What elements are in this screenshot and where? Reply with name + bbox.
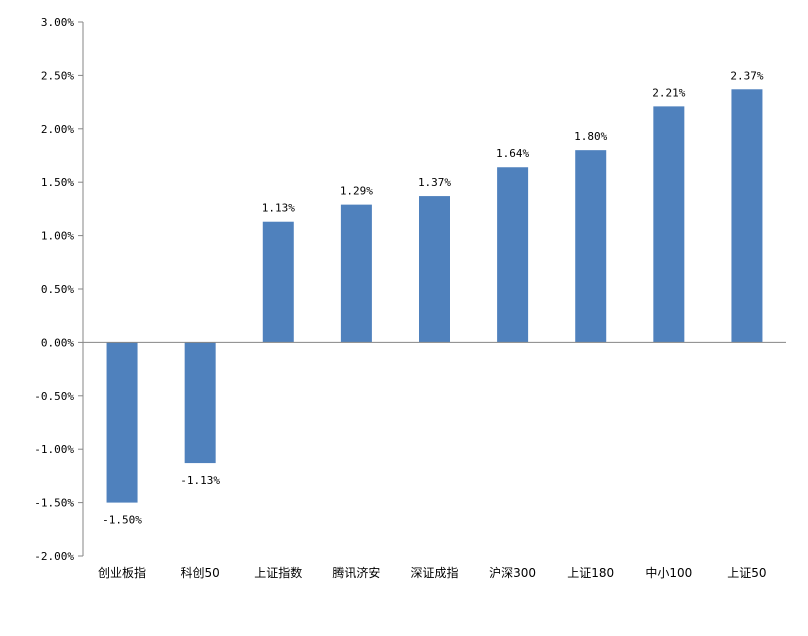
category-label: 上证50 — [727, 566, 766, 580]
data-label: 1.37% — [418, 176, 451, 189]
bar — [106, 342, 138, 503]
y-tick-label: 2.00% — [41, 123, 74, 136]
data-label: 1.29% — [340, 185, 373, 198]
category-label: 腾讯济安 — [332, 565, 380, 580]
bars — [106, 89, 763, 503]
bar — [653, 106, 685, 343]
category-label: 中小100 — [645, 565, 692, 580]
data-label: 1.80% — [574, 130, 607, 143]
y-tick-label: 0.50% — [41, 283, 74, 296]
data-label: 2.37% — [730, 69, 763, 82]
y-tick-label: -1.00% — [34, 443, 74, 456]
data-label: -1.50% — [102, 514, 142, 527]
category-label: 创业板指 — [98, 565, 146, 580]
category-label: 深证成指 — [410, 565, 458, 580]
category-label: 上证180 — [567, 566, 614, 580]
category-labels: 创业板指 科创50 上证指数 腾讯济安 深证成指 沪深300 上证180 中小100 上证50 — [98, 565, 767, 580]
y-tick-label: 2.50% — [41, 69, 74, 82]
category-label: 沪深300 — [489, 566, 536, 580]
bar — [340, 204, 372, 343]
bar — [575, 150, 607, 343]
data-label: 2.21% — [652, 86, 685, 99]
y-tick-label: 1.50% — [41, 176, 74, 189]
bar — [497, 167, 529, 343]
bar — [184, 342, 216, 464]
y-tick-label: -0.50% — [34, 390, 74, 403]
bar — [419, 196, 450, 343]
y-tick-label: 0.00% — [41, 336, 74, 349]
y-axis-ticks: 3.00% 2.50% 2.00% 1.50% 1.00% 0.50% 0.00% -0.50… — [34, 16, 83, 563]
bar — [731, 89, 763, 343]
category-label: 科创50 — [181, 566, 220, 580]
data-labels: -1.50% -1.13% 1.13% 1.29% 1.37% 1.64% 1.80% 2.2… — [102, 69, 764, 526]
y-tick-label: -2.00% — [34, 550, 74, 563]
category-label: 上证指数 — [254, 565, 302, 580]
y-tick-label: 3.00% — [41, 16, 74, 29]
y-tick-label: 1.00% — [41, 230, 74, 243]
data-label: 1.13% — [262, 202, 295, 215]
data-label: -1.13% — [180, 474, 220, 487]
data-label: 1.64% — [496, 147, 529, 160]
bar — [262, 221, 294, 343]
y-tick-label: -1.50% — [34, 497, 74, 510]
